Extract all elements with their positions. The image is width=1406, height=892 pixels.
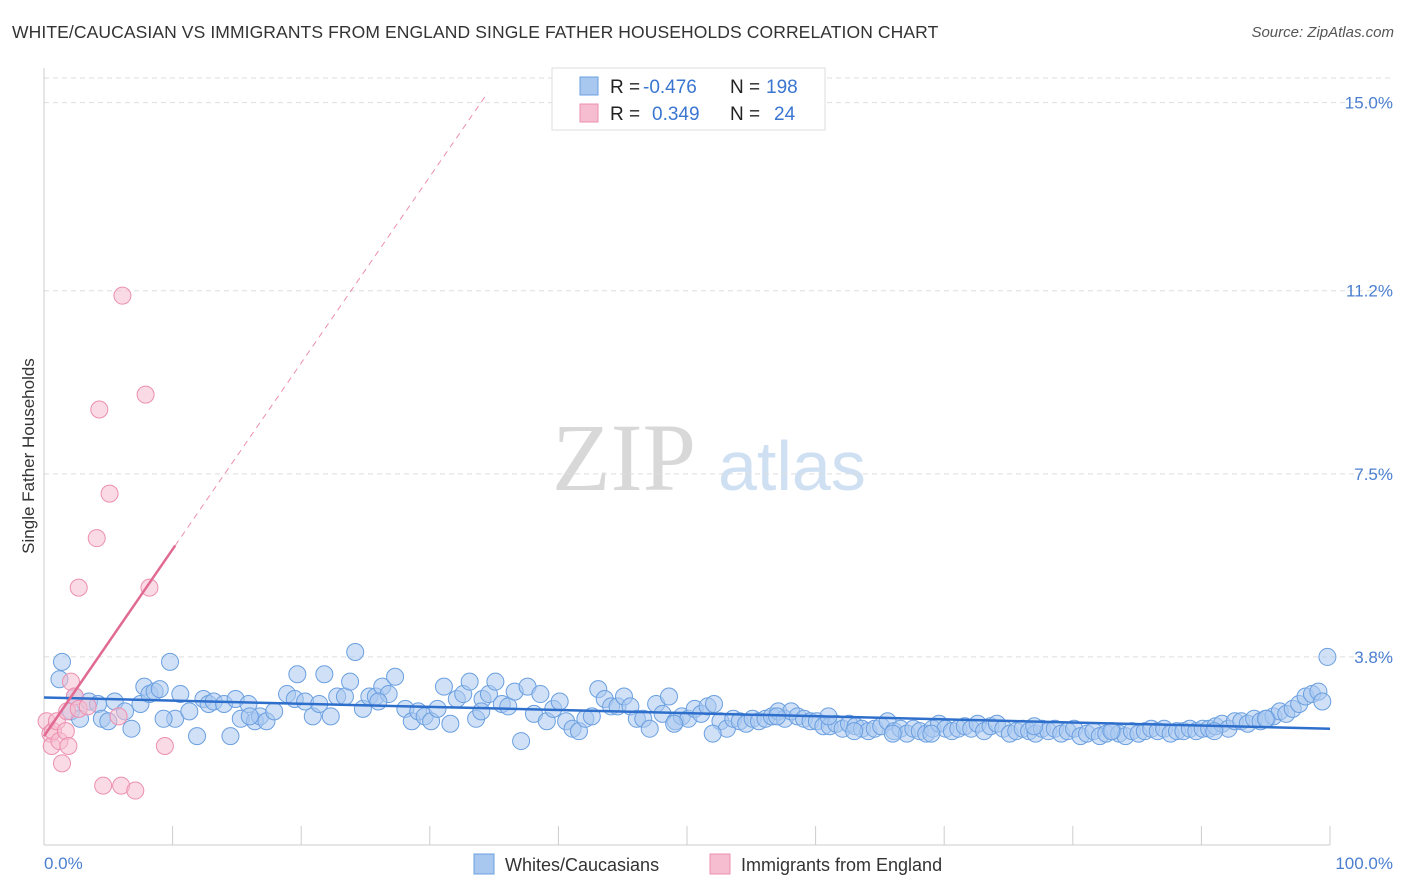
data-point-england [136,385,155,404]
data-point-whites [240,707,259,726]
series-legend: Whites/Caucasians Immigrants from Englan… [473,853,942,875]
data-point-whites [665,714,684,733]
data-point-whites [221,727,240,746]
data-point-whites [1256,709,1275,728]
data-point-whites [434,677,453,696]
legend-r-label-2: R = [610,104,640,125]
data-point-england [59,737,78,756]
x-tick-label: 100.0% [1335,854,1393,873]
data-point-england [90,400,109,419]
data-point-england [78,697,97,716]
legend-n-value-1: 198 [766,77,798,98]
series-whites-points [50,642,1337,751]
data-point-england [87,529,106,548]
data-point-england [94,776,113,795]
trend-line-whites [43,696,1331,730]
legend-england-label: Immigrants from England [741,855,942,875]
data-point-whites [1102,722,1121,741]
data-point-whites [512,732,531,751]
legend-england-swatch [709,853,731,875]
data-point-whites [150,680,169,699]
data-point-whites [883,724,902,743]
data-point-whites [53,652,72,671]
trend-line-england [42,544,177,737]
x-tick-label: 0.0% [44,854,83,873]
chart-title: WHITE/CAUCASIAN VS IMMIGRANTS FROM ENGLA… [12,22,939,42]
data-point-whites [386,667,405,686]
y-tick-label: 15.0% [1345,94,1393,113]
legend-r-value-2: 0.349 [652,104,700,125]
data-point-whites [1318,647,1337,666]
y-axis-label: Single Father Households [19,358,38,554]
data-point-whites [369,692,388,711]
legend-r-label-1: R = [610,77,640,98]
data-point-whites [659,687,678,706]
y-tick-label: 7.5% [1354,465,1393,484]
data-point-whites [845,722,864,741]
data-point-whites [288,665,307,684]
data-point-whites [640,719,659,738]
data-point-whites [188,727,207,746]
legend-r-value-1: -0.476 [643,77,697,98]
data-point-whites [705,694,724,713]
data-point-whites [441,714,460,733]
data-point-whites [315,665,334,684]
legend-whites-label: Whites/Caucasians [505,855,659,875]
correlation-legend: R = -0.476 N = 198 R = 0.349 N = 24 [551,67,826,131]
y-tick-label: 3.8% [1354,648,1393,667]
legend-n-value-2: 24 [774,104,796,125]
data-point-whites [321,707,340,726]
source-label: Source: ZipAtlas.com [1251,24,1394,41]
y-tick-labels: 3.8% 7.5% 11.2% 15.0% [1345,94,1393,667]
data-point-whites [703,724,722,743]
data-point-england [53,754,72,773]
data-point-whites [460,672,479,691]
data-point-whites [346,642,365,661]
series-england-points [37,286,174,800]
data-point-whites [486,672,505,691]
data-point-whites [472,702,491,721]
data-point-whites [1313,692,1332,711]
legend-whites-swatch [473,853,495,875]
watermark-zip: ZIP [552,404,696,511]
data-point-whites [122,719,141,738]
trend-line-england-extrapolated [174,92,489,546]
data-point-whites [180,702,199,721]
data-point-whites [171,685,190,704]
data-point-england [109,707,128,726]
trend-lines [42,92,1331,737]
legend-n-label-2: N = [730,104,760,125]
grid-lines [44,77,1392,658]
y-tick-label: 11.2% [1346,282,1393,301]
data-point-whites [265,702,284,721]
data-point-whites [531,685,550,704]
data-point-whites [154,709,173,728]
data-point-whites [341,672,360,691]
data-point-england [100,484,119,503]
data-point-england [69,578,88,597]
data-point-whites [428,699,447,718]
data-point-england [56,722,75,741]
data-point-whites [922,724,941,743]
legend-swatch-pink [579,103,599,123]
data-point-whites [161,652,180,671]
data-point-england [140,578,159,597]
legend-swatch-blue [579,76,599,96]
watermark-atlas: atlas [718,427,866,505]
x-tick-labels: 0.0% 100.0% [44,854,1393,873]
data-point-england [155,737,174,756]
data-point-england [126,781,145,800]
data-point-england [113,286,132,305]
data-point-whites [499,697,518,716]
data-point-whites [550,692,569,711]
legend-n-label-1: N = [730,77,760,98]
